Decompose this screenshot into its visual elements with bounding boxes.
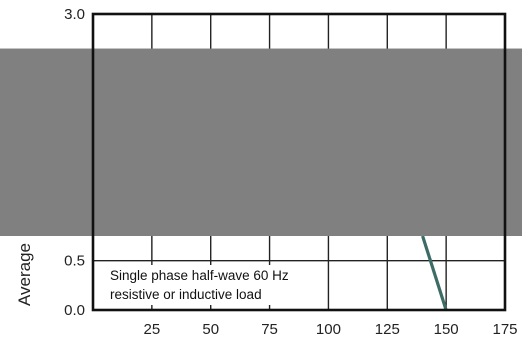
y-tick-label-2: 3.0 [64, 6, 85, 23]
x-tick-label-0: 25 [144, 321, 161, 338]
annotation-background [104, 265, 326, 305]
plot-frame [91, 12, 507, 312]
annotation-line-1: Single phase half-wave 60 Hz [110, 268, 289, 283]
series-layer [421, 235, 448, 311]
series-line-0 [421, 235, 448, 311]
y-tick-label-0: 0.0 [64, 302, 85, 319]
x-tick-labels: 25 50 75 100 125 150 175 [144, 321, 518, 338]
x-tick-label-1: 50 [202, 321, 219, 338]
x-tick-label-3: 100 [316, 321, 341, 338]
x-tick-label-5: 150 [434, 321, 459, 338]
occluded-region [0, 48, 522, 237]
y-axis-label: Average [15, 243, 34, 306]
y-tick-labels: 0.0 0.5 3.0 [64, 6, 85, 319]
annotation-line-2: resistive or inductive load [110, 287, 262, 302]
x-tick-label-2: 75 [261, 321, 278, 338]
x-tick-label-6: 175 [492, 321, 517, 338]
x-tick-label-4: 125 [375, 321, 400, 338]
y-tick-label-1: 0.5 [64, 253, 85, 270]
